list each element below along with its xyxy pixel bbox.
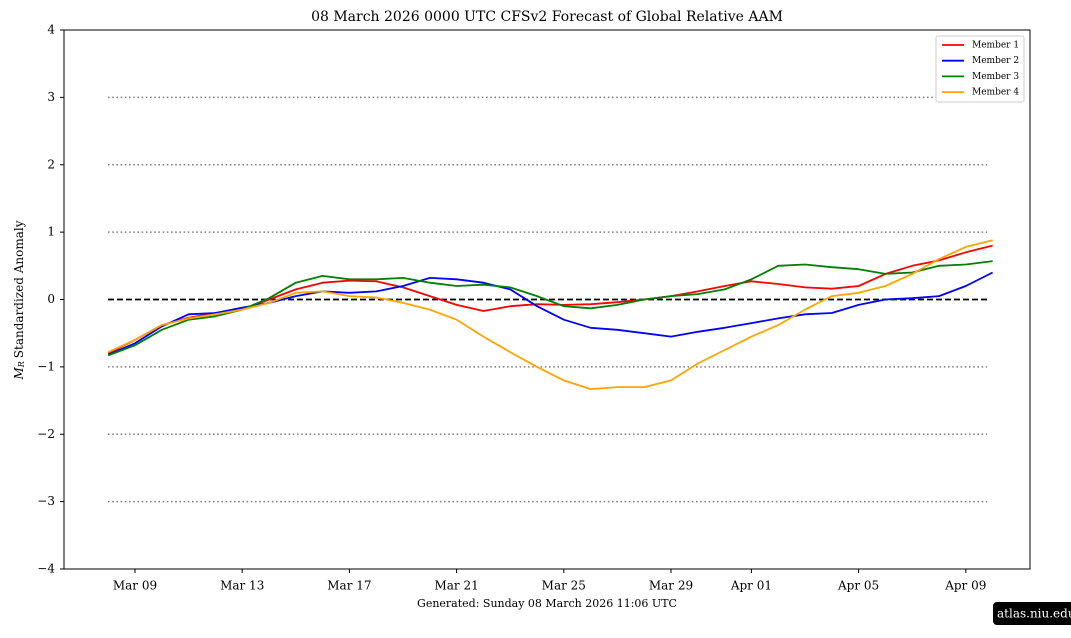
badge-box [993,602,1071,625]
y-tick-label: 2 [47,157,55,171]
legend-box [935,35,1025,103]
series-line [107,260,993,357]
series-line [107,239,993,390]
legend-label: Member 1 [972,41,1019,51]
badge: atlas.niu.edu [993,602,1071,625]
y-tick-label: 0 [47,292,55,306]
x-tick-label: Mar 09 [113,579,157,593]
x-tick-label: Mar 21 [434,579,478,593]
x-tick-label: Mar 13 [220,579,264,593]
x-tick-label: Apr 05 [837,579,879,593]
badge-text: atlas.niu.edu [997,607,1071,621]
x-tick-label: Mar 17 [327,579,371,593]
plot-frame [63,29,1031,570]
legend: Member 1 Member 2 Member 3 Member 4 [935,35,1025,103]
x-tick-label: Mar 25 [542,579,586,593]
y-tick-label: −2 [37,427,55,441]
legend-label: Member 2 [972,56,1019,66]
y-tick-label: 3 [47,90,55,104]
y-tick-label: −1 [37,359,55,373]
chart-title: 08 March 2026 0000 UTC CFSv2 Forecast of… [311,9,783,25]
y-tick-label: −4 [37,562,55,576]
y-label-symbol: M [12,367,26,381]
legend-label: Member 4 [972,88,1019,98]
y-tick-label: 1 [47,225,55,239]
y-tick-label: 4 [47,23,55,37]
y-label-subscript: R [17,361,26,368]
y-label-text: Standardized Anomaly [12,220,26,358]
footer: Generated: Sunday 08 March 2026 11:06 UT… [417,597,677,610]
series-line [107,271,994,356]
y-axis-label: MR Standardized Anomaly [12,220,27,380]
x-tick-label: Mar 29 [649,579,693,593]
x-tick-label: Apr 09 [944,579,986,593]
x-tick-label: Apr 01 [730,579,772,593]
legend-label: Member 3 [972,72,1019,82]
y-tick-label: −3 [37,494,55,508]
